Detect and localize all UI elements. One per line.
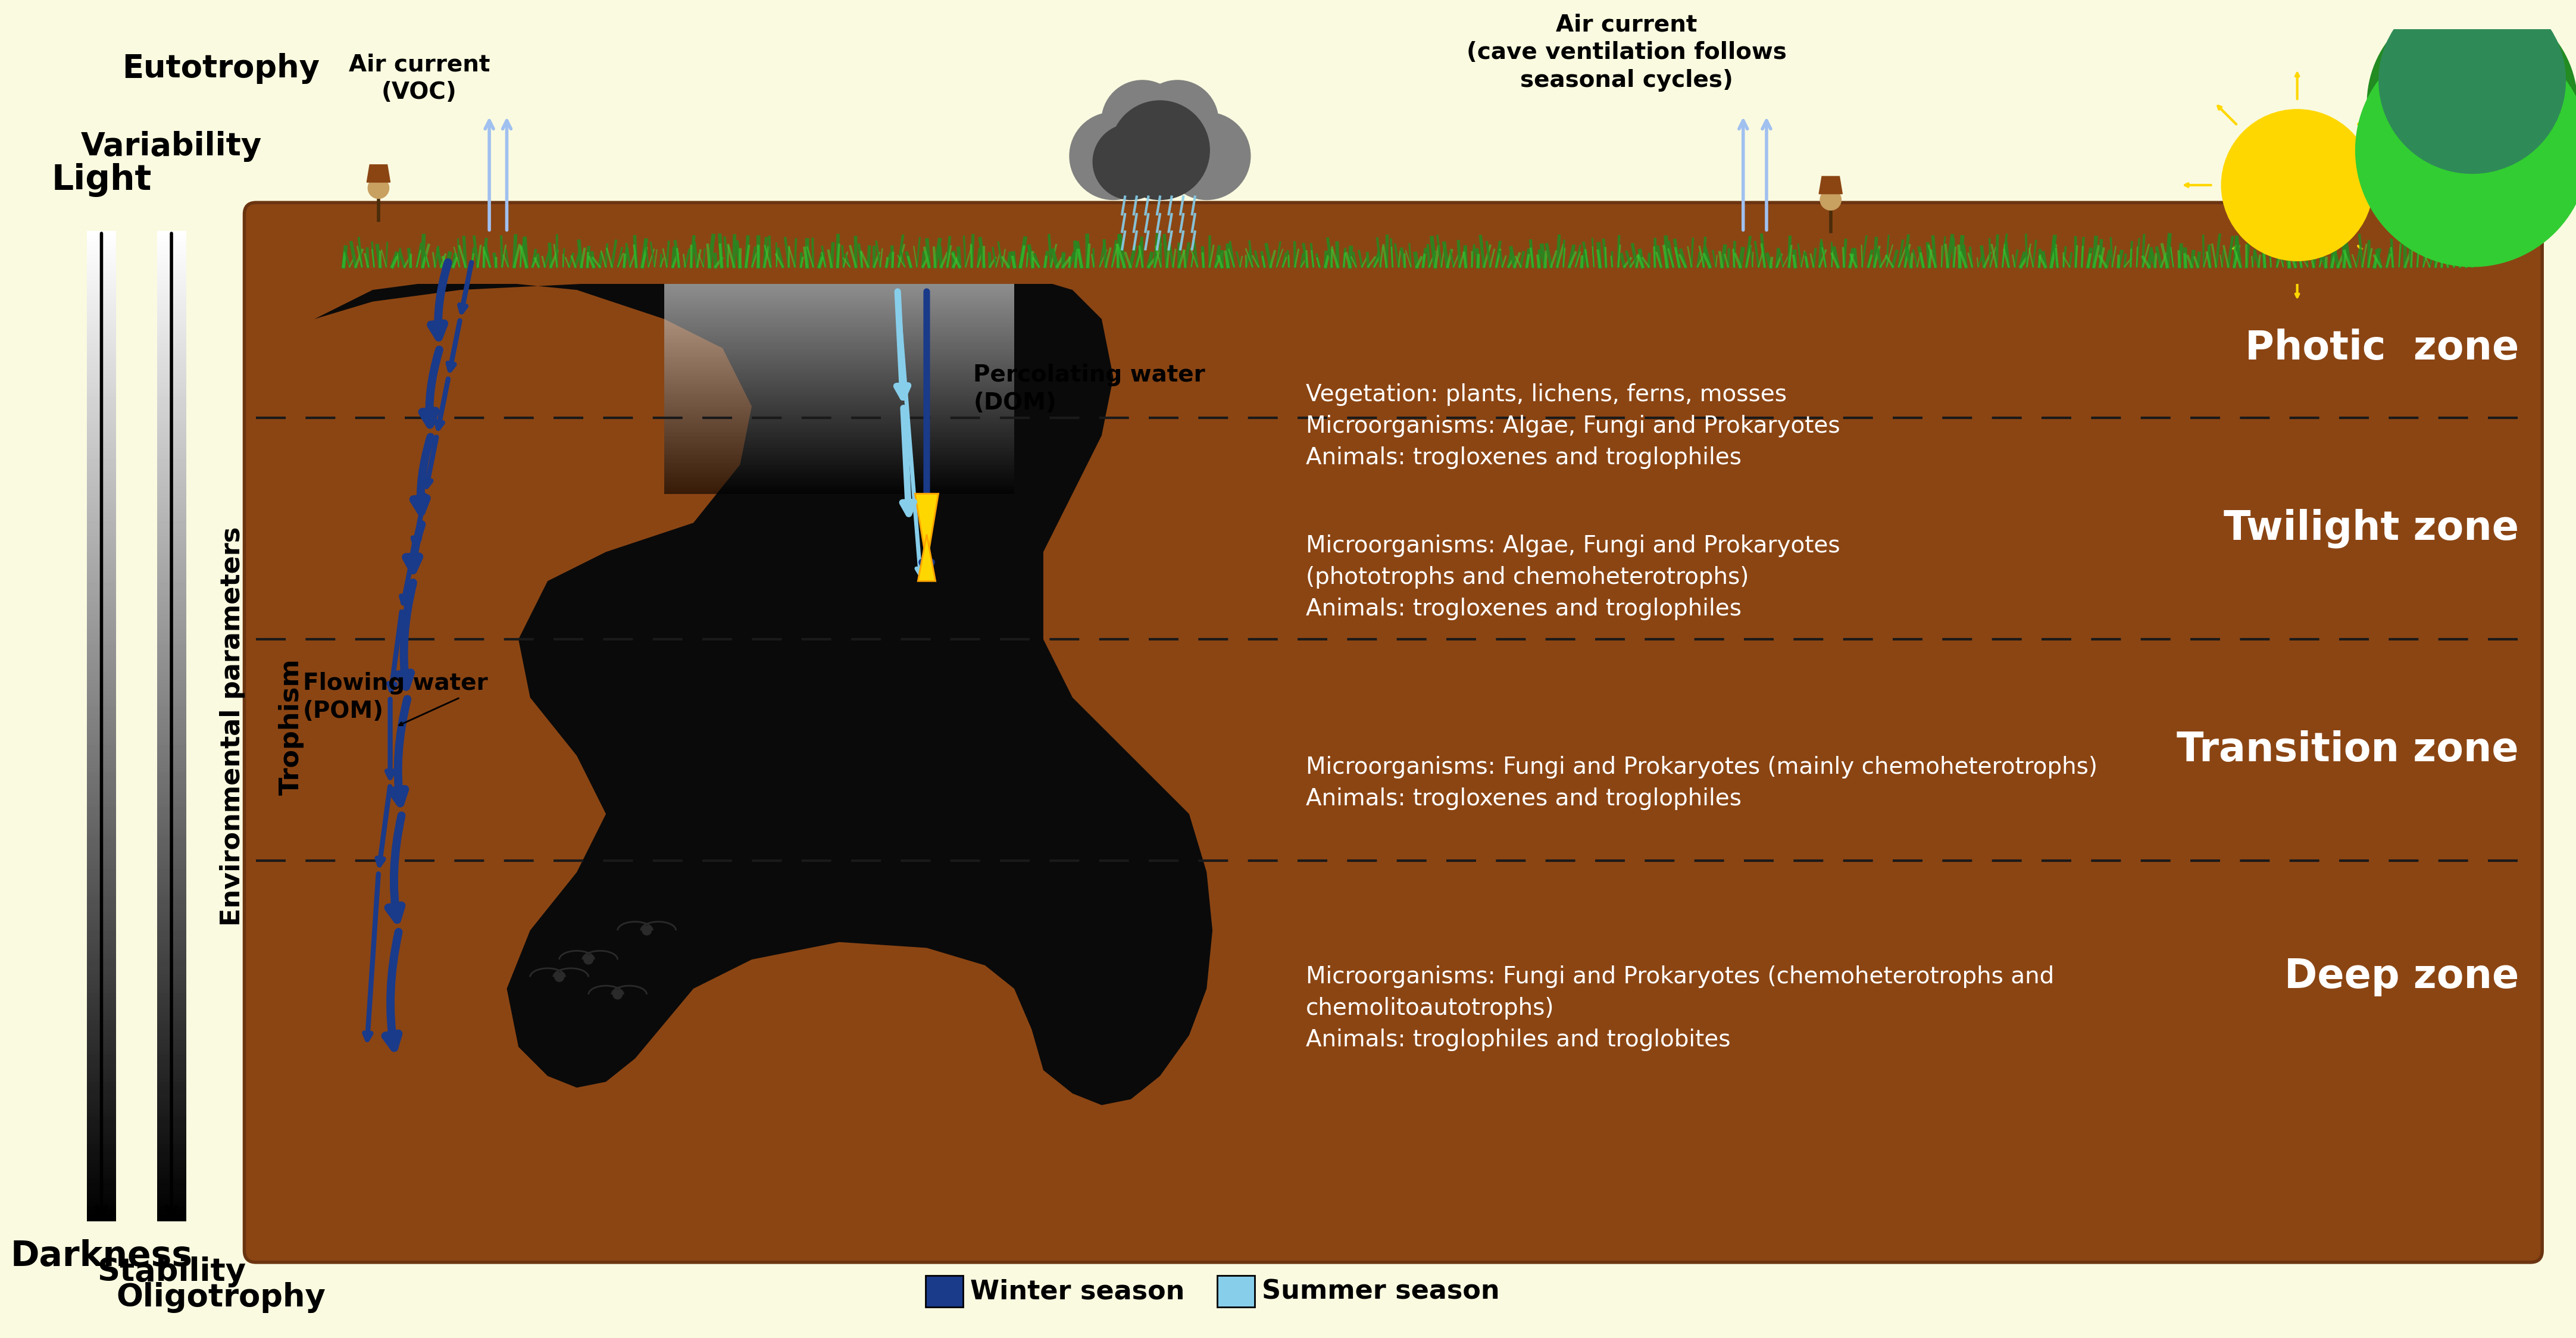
Circle shape bbox=[585, 955, 592, 965]
Text: Transition zone: Transition zone bbox=[2177, 731, 2519, 769]
Text: Photic  zone: Photic zone bbox=[2244, 329, 2519, 368]
Circle shape bbox=[1136, 80, 1218, 162]
Circle shape bbox=[554, 973, 564, 982]
Polygon shape bbox=[1819, 177, 1842, 194]
FancyBboxPatch shape bbox=[52, 29, 2576, 1338]
Circle shape bbox=[1110, 100, 1211, 199]
Text: Flowing water
(POM): Flowing water (POM) bbox=[301, 672, 487, 723]
Text: Microorganisms: Algae, Fungi and Prokaryotes
(phototrophs and chemoheterotrophs): Microorganisms: Algae, Fungi and Prokary… bbox=[1306, 534, 1839, 621]
Text: Microorganisms: Fungi and Prokaryotes (chemoheterotrophs and
chemolitoautotrophs: Microorganisms: Fungi and Prokaryotes (c… bbox=[1306, 965, 2053, 1052]
FancyBboxPatch shape bbox=[255, 249, 2530, 284]
Polygon shape bbox=[366, 165, 389, 182]
Polygon shape bbox=[917, 534, 935, 581]
Circle shape bbox=[1162, 112, 1249, 199]
Circle shape bbox=[641, 926, 652, 935]
Text: Eutotrophy: Eutotrophy bbox=[121, 54, 319, 84]
Circle shape bbox=[2378, 0, 2566, 174]
Circle shape bbox=[368, 178, 389, 198]
Text: Deep zone: Deep zone bbox=[2285, 958, 2519, 997]
Text: Air current
(VOC): Air current (VOC) bbox=[348, 54, 489, 103]
Circle shape bbox=[2354, 33, 2576, 266]
Circle shape bbox=[1092, 124, 1170, 199]
Text: Summer season: Summer season bbox=[1262, 1279, 1499, 1305]
Text: Vegetation: plants, lichens, ferns, mosses
Microorganisms: Algae, Fungi and Prok: Vegetation: plants, lichens, ferns, moss… bbox=[1306, 383, 1839, 468]
Polygon shape bbox=[314, 266, 1213, 1105]
Text: Oligotrophy: Oligotrophy bbox=[116, 1282, 325, 1313]
FancyBboxPatch shape bbox=[245, 202, 2543, 1262]
FancyBboxPatch shape bbox=[2460, 150, 2483, 266]
Circle shape bbox=[1069, 112, 1157, 199]
Text: Darkness: Darkness bbox=[10, 1239, 193, 1272]
Text: Trophism: Trophism bbox=[278, 658, 304, 795]
Circle shape bbox=[1103, 80, 1182, 162]
Text: Light: Light bbox=[52, 163, 152, 197]
Text: Microorganisms: Fungi and Prokaryotes (mainly chemoheterotrophs)
Animals: troglo: Microorganisms: Fungi and Prokaryotes (m… bbox=[1306, 756, 2097, 809]
FancyBboxPatch shape bbox=[925, 1275, 963, 1307]
Text: Variability: Variability bbox=[80, 131, 263, 162]
Circle shape bbox=[2367, 0, 2576, 209]
Text: Winter season: Winter season bbox=[971, 1279, 1185, 1305]
Circle shape bbox=[613, 990, 623, 999]
Text: Twilight zone: Twilight zone bbox=[2223, 508, 2519, 549]
FancyBboxPatch shape bbox=[1216, 1275, 1255, 1307]
Text: Stability: Stability bbox=[98, 1256, 245, 1287]
Polygon shape bbox=[914, 494, 938, 563]
Text: Percolating water
(DOM): Percolating water (DOM) bbox=[974, 364, 1206, 415]
Circle shape bbox=[1821, 189, 1842, 210]
Circle shape bbox=[2221, 110, 2372, 261]
Text: Air current
(cave ventilation follows
seasonal cycles): Air current (cave ventilation follows se… bbox=[1466, 13, 1788, 92]
Text: Environmental parameters: Environmental parameters bbox=[219, 527, 245, 926]
Circle shape bbox=[1108, 86, 1213, 191]
